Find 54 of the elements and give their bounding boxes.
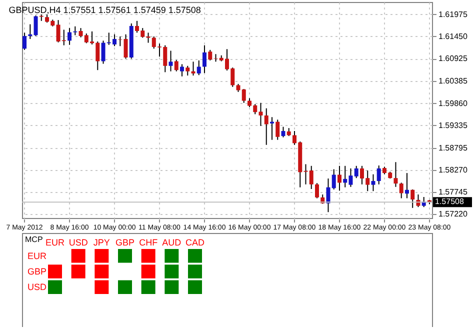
chart-title: GBPUSD,H4 1.57551 1.57561 1.57459 1.57508 <box>8 5 201 15</box>
candlestick <box>276 119 280 140</box>
candlestick <box>371 174 376 192</box>
candlestick <box>376 164 381 185</box>
candlestick <box>314 182 319 199</box>
category-label: CHF <box>139 238 158 248</box>
y-tick-label: 1.60925 <box>438 54 468 64</box>
y-tick-label: 1.60385 <box>438 76 468 86</box>
candlestick <box>394 162 398 188</box>
candlestick <box>309 165 314 190</box>
candlestick <box>118 36 122 47</box>
candlestick <box>124 34 128 60</box>
candlestick <box>337 165 342 192</box>
text: MCP <box>25 235 43 244</box>
y-tick-label: 1.61975 <box>438 10 468 19</box>
category-label: GBP <box>115 238 135 248</box>
y-tick-label: 1.58795 <box>438 144 468 153</box>
candlestick <box>22 32 27 50</box>
candlestick <box>399 182 404 199</box>
y-tick-label: 1.58270 <box>438 166 468 175</box>
candlestick <box>174 59 178 72</box>
candlestick <box>410 188 415 208</box>
candlestick <box>281 126 286 138</box>
candlestick <box>242 88 246 104</box>
candlestick <box>168 50 173 72</box>
candlestick <box>404 172 409 199</box>
candlestick <box>34 14 38 37</box>
category-label: CAD <box>185 238 205 248</box>
ref-line-label: 1.57508 <box>435 197 464 206</box>
y-tick-label: 1.59860 <box>438 98 468 108</box>
candlestick <box>180 64 184 77</box>
candlestick <box>68 28 72 46</box>
candlestick <box>208 49 212 61</box>
candlestick <box>186 65 190 76</box>
candlestick <box>332 168 336 190</box>
category-label: USD <box>68 238 88 248</box>
category-label: AUD <box>162 238 182 248</box>
candlestick <box>326 178 330 213</box>
y-tick-label: 1.59335 <box>438 120 468 130</box>
candlestick <box>101 40 106 64</box>
candlestick <box>202 44 207 74</box>
category-label: JPY <box>93 238 110 248</box>
candlestick <box>196 60 201 76</box>
candlestick <box>96 41 100 71</box>
candlestick <box>264 108 268 146</box>
candlestick <box>354 165 358 179</box>
category-label: EUR <box>27 250 46 261</box>
category-label: EUR <box>45 238 65 248</box>
y-tick-label: 1.57745 <box>438 188 468 197</box>
category-label: GBP <box>27 266 46 276</box>
y-tick-label: 1.57220 <box>438 210 468 219</box>
y-tick-label: 1.61450 <box>438 32 468 41</box>
category-label: USD <box>27 282 46 292</box>
candlestick <box>191 61 196 76</box>
